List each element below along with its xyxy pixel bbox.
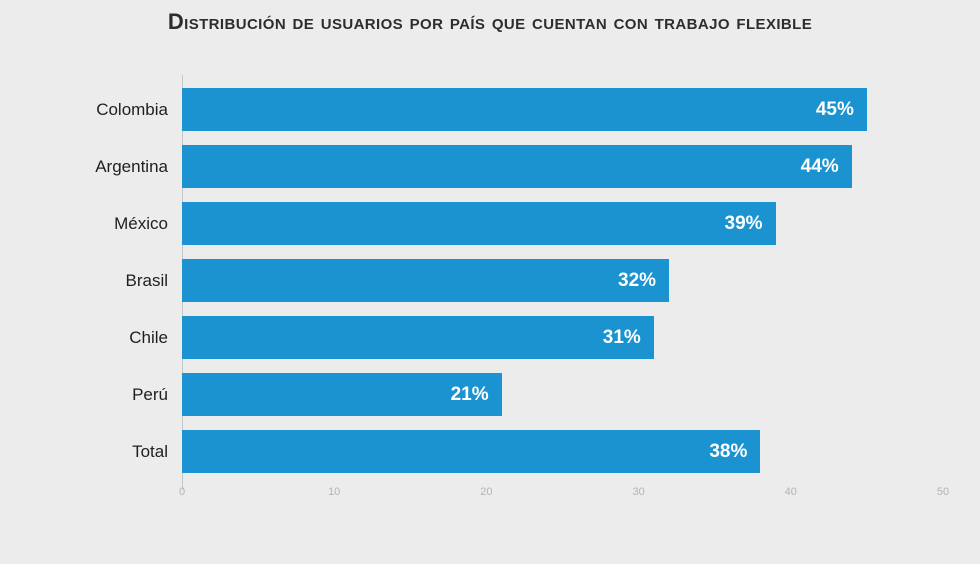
x-tick-label: 20 — [480, 486, 493, 498]
bar-value-label: 31% — [602, 326, 641, 348]
category-label: Brasil — [125, 270, 168, 290]
bar-track: 38% — [182, 430, 943, 473]
bar-value-label: 38% — [709, 440, 748, 462]
category-label: México — [114, 213, 168, 233]
bar-track: 39% — [182, 202, 943, 245]
bar-value-label: 39% — [724, 212, 763, 234]
x-tick-label: 10 — [328, 486, 341, 498]
bar-row: Perú 21% — [0, 366, 943, 423]
bar-row: Colombia 45% — [0, 81, 943, 138]
bar: 38% — [182, 430, 761, 473]
bar-value-label: 44% — [800, 155, 839, 177]
bar-track: 32% — [182, 259, 943, 302]
bar: 32% — [182, 259, 670, 302]
plot-area: Colombia 45% Argentina 44% México 39% Brasil 32… — [0, 75, 943, 490]
x-tick-label: 0 — [178, 486, 186, 498]
category-label: Chile — [129, 327, 168, 347]
bar-row: Brasil 32% — [0, 252, 943, 309]
bar: 44% — [182, 145, 852, 188]
x-tick-label: 50 — [936, 486, 950, 498]
x-axis-spacer — [0, 486, 182, 502]
bar: 31% — [182, 316, 654, 359]
bar: 39% — [182, 202, 776, 245]
x-axis-ticks: 0 10 20 30 40 50 — [178, 486, 949, 502]
bar-row: Total 38% — [0, 423, 943, 480]
bar-value-label: 45% — [815, 98, 854, 120]
category-label: Argentina — [95, 156, 168, 176]
bar-chart: Colombia 45% Argentina 44% México 39% Brasil 32… — [0, 75, 949, 502]
x-tick-label: 30 — [632, 486, 645, 498]
bar-track: 44% — [182, 145, 943, 188]
x-tick-label: 40 — [784, 486, 797, 498]
category-label: Colombia — [96, 99, 168, 119]
bar-value-label: 32% — [618, 269, 657, 291]
bar-row: Chile 31% — [0, 309, 943, 366]
bar-track: 31% — [182, 316, 943, 359]
bar-rows: Colombia 45% Argentina 44% México 39% Brasil 32… — [0, 81, 943, 480]
category-label: Total — [132, 441, 168, 461]
category-label: Perú — [132, 384, 168, 404]
bar-track: 45% — [182, 88, 943, 131]
bar-track: 21% — [182, 373, 943, 416]
bar-value-label: 21% — [450, 383, 489, 405]
x-axis: 0 10 20 30 40 50 — [0, 486, 949, 502]
bar: 45% — [182, 88, 867, 131]
bar-row: México 39% — [0, 195, 943, 252]
chart-title: Distribución de usuarios por país que cu… — [167, 9, 813, 34]
bar: 21% — [182, 373, 502, 416]
bar-row: Argentina 44% — [0, 138, 943, 195]
